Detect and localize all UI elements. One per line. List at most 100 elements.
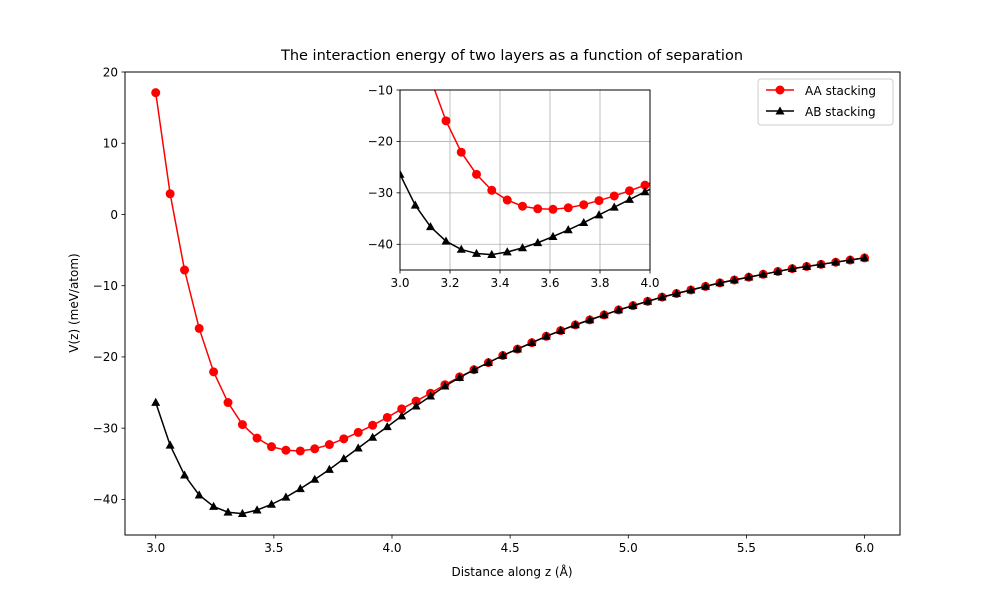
inset-point-ab (947, 91, 956, 99)
main-point-aa (165, 189, 175, 199)
main-plot-frame (124, 71, 901, 536)
inset-point-aa (778, 131, 787, 140)
inset-point-aa (579, 200, 589, 210)
inset-point-ab (717, 152, 726, 160)
main-point-aa (252, 433, 262, 443)
main-point-ab (816, 259, 826, 268)
main-x-tick-label: 5.0 (619, 541, 638, 555)
inset-point-aa (732, 146, 741, 155)
inset-point-aa (441, 116, 451, 126)
main-point-ab (397, 411, 407, 420)
inset-point-ab (916, 97, 925, 105)
inset-point-ab (778, 131, 787, 139)
inset-plot-frame (399, 89, 651, 271)
inset-point-ab (962, 88, 971, 96)
main-point-ab (715, 278, 725, 287)
main-point-aa (180, 265, 190, 275)
main-point-ab (483, 357, 493, 366)
main-point-aa (382, 412, 392, 422)
main-point-ab (845, 255, 855, 264)
main-point-ab (281, 492, 291, 501)
inset-x-tick-label: 3.8 (590, 276, 609, 290)
main-x-tick-label: 6.0 (855, 541, 874, 555)
main-point-ab (382, 422, 392, 431)
main-point-ab (657, 292, 667, 301)
chart-title: The interaction energy of two layers as … (280, 48, 743, 64)
main-point-aa (209, 367, 219, 377)
inset-point-aa (502, 195, 512, 205)
inset-point-ab (901, 100, 910, 108)
inset-point-ab (472, 248, 481, 257)
inset-point-aa (472, 169, 481, 179)
main-point-ab (541, 331, 551, 340)
main-point-ab (860, 253, 870, 262)
main-point-ab (802, 261, 812, 270)
inset-point-aa (686, 163, 695, 172)
inset-point-aa (763, 136, 772, 145)
main-x-tick-label: 5.5 (737, 541, 756, 555)
inset-point-ab (625, 194, 634, 203)
inset-point-ab (794, 126, 803, 134)
main-y-tick-label: 10 (103, 137, 118, 151)
inset-point-aa (609, 191, 619, 201)
main-y-tick-label: 0 (110, 208, 118, 222)
inset-point-ab (410, 200, 420, 209)
inset-y-tick-label: −40 (368, 238, 393, 252)
legend: AA stacking AB stacking (757, 78, 894, 126)
main-point-ab (440, 381, 450, 390)
main-point-ab (324, 464, 334, 473)
main-point-ab (266, 499, 276, 508)
main-point-ab (353, 443, 363, 452)
inset-series-line-ab (400, 174, 650, 256)
main-point-ab (295, 483, 305, 493)
inset-y-tick-label: −30 (368, 186, 393, 200)
main-point-ab (686, 285, 696, 294)
inset-point-aa (594, 196, 604, 206)
inset-point-ab (533, 238, 543, 247)
main-point-ab (469, 365, 479, 374)
main-point-aa (411, 396, 421, 406)
inset-point-aa (426, 74, 435, 83)
inset-point-ab (763, 136, 772, 144)
main-y-tick-label: −30 (93, 421, 118, 435)
inset-point-ab (609, 202, 619, 211)
main-point-ab (237, 508, 247, 518)
inset-point-ab (548, 231, 558, 240)
main-x-ticks: 3.0 3.5 4.0 4.5 5.0 5.5 6.0 (146, 535, 874, 555)
inset-point-ab (441, 236, 451, 245)
inset-point-aa (977, 86, 986, 95)
main-point-ab (512, 344, 522, 353)
main-point-ab (180, 470, 190, 479)
main-y-tick-label: 20 (103, 65, 118, 79)
inset-point-aa (548, 204, 558, 214)
main-point-ab (252, 505, 262, 514)
main-point-ab (527, 337, 537, 347)
main-point-ab (165, 440, 175, 449)
legend-ab-label: AB stacking (805, 105, 876, 119)
main-point-ab (701, 281, 711, 290)
main-point-aa (368, 420, 378, 430)
inset-point-aa (563, 203, 573, 213)
legend-aa-label: AA stacking (805, 84, 876, 98)
main-point-ab (455, 372, 465, 381)
inset-x-tick-label: 3.6 (540, 276, 559, 290)
y-axis-label: V(z) (meV/atom) (67, 253, 81, 352)
inset-point-aa (656, 174, 665, 183)
inset-point-ab (487, 249, 497, 258)
inset-x-ticks: 3.0 3.2 3.4 3.6 3.8 4.0 (390, 270, 660, 290)
main-point-ab (773, 266, 783, 275)
inset-point-ab (748, 141, 757, 149)
inset-point-aa (671, 169, 680, 178)
inset-point-aa (931, 94, 940, 103)
inset-point-aa (533, 204, 543, 214)
inset-point-aa (717, 151, 726, 160)
main-point-ab (831, 257, 841, 266)
inset-x-tick-label: 3.0 (390, 276, 409, 290)
main-point-ab (787, 263, 797, 272)
inset-point-aa (962, 89, 971, 98)
inset-point-ab (656, 179, 665, 187)
main-point-ab (339, 454, 349, 463)
inset-point-ab (456, 244, 466, 253)
main-point-aa (151, 88, 161, 98)
inset-point-ab (686, 165, 695, 173)
